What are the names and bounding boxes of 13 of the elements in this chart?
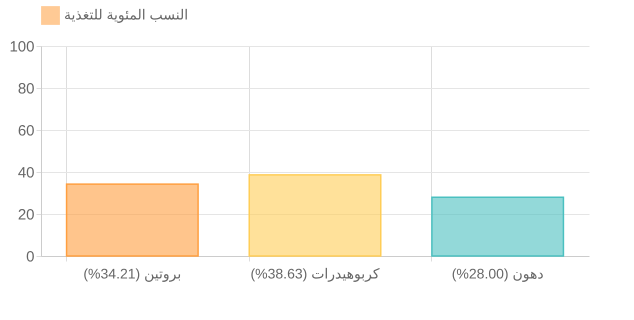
- bar: [66, 183, 199, 257]
- x-tick-label: بروتين (34.21%): [83, 266, 182, 282]
- x-tick-label: كربوهيدرات (38.63%): [250, 266, 380, 282]
- x-tick-label: دهون (28.00%): [452, 266, 544, 282]
- y-tick-label: 20: [18, 206, 34, 224]
- y-tick-label: 60: [18, 122, 34, 140]
- y-tick-label: 40: [18, 164, 34, 182]
- y-tick-label: 0: [26, 248, 34, 266]
- bar: [431, 196, 564, 257]
- bar: [248, 174, 382, 257]
- y-tick-label: 80: [18, 80, 34, 98]
- legend-label: النسب المئوية للتغذية: [64, 6, 188, 24]
- y-tick-label: 100: [9, 38, 34, 56]
